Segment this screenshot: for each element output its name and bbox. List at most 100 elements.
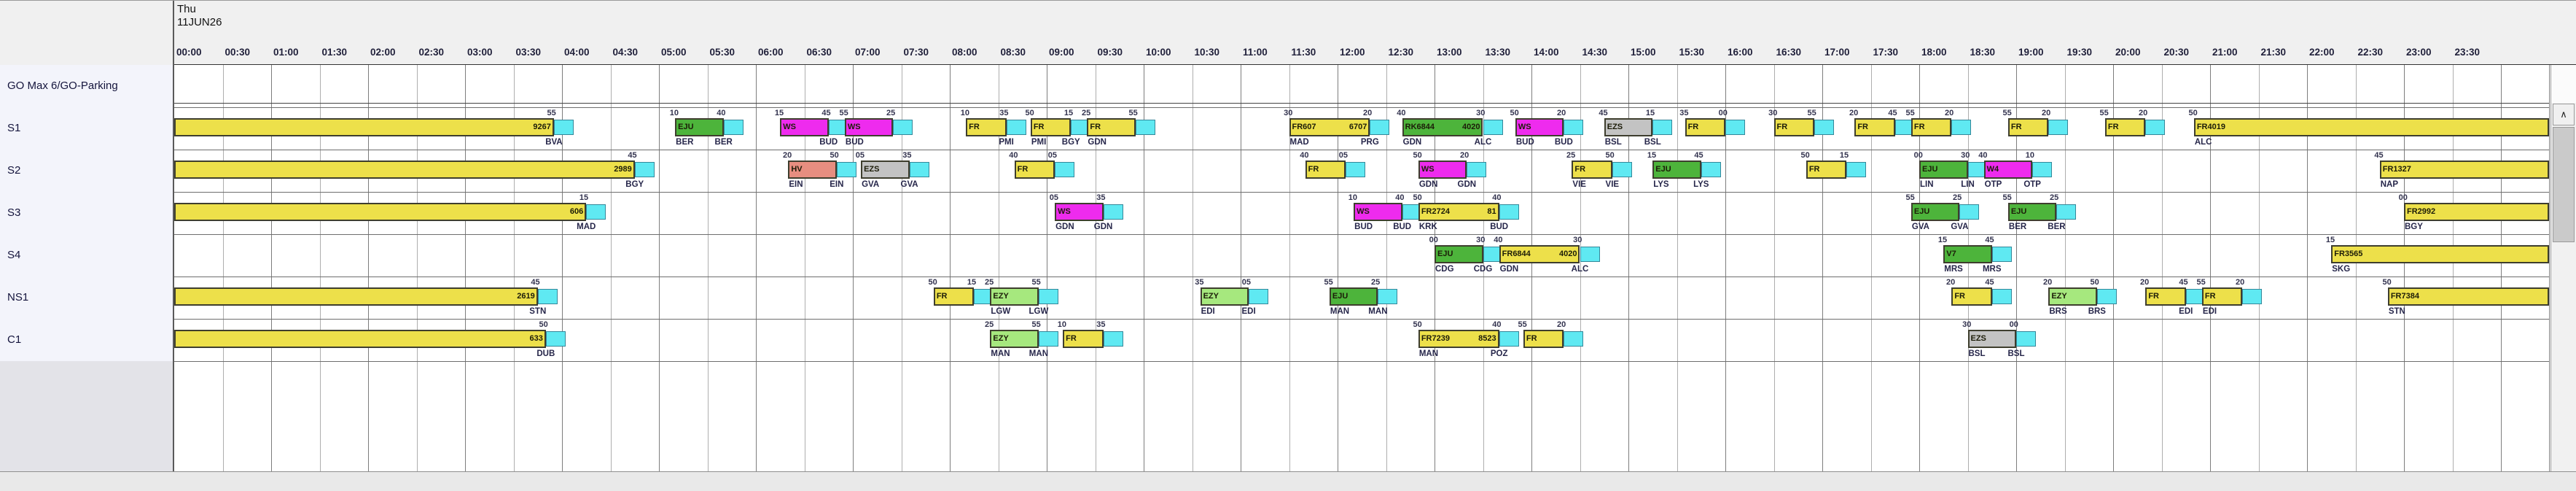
flight-bar[interactable]	[780, 118, 829, 136]
flight-bar[interactable]	[174, 287, 538, 306]
turnaround-buffer[interactable]	[1103, 331, 1123, 347]
turnaround-buffer[interactable]	[1991, 247, 2012, 262]
turnaround-buffer[interactable]	[1580, 247, 1600, 262]
turnaround-buffer[interactable]	[1055, 162, 1075, 177]
flight-bar[interactable]	[1055, 203, 1104, 221]
turnaround-buffer[interactable]	[1564, 331, 1584, 347]
flight-bar[interactable]	[990, 330, 1039, 348]
flight-bar[interactable]	[1030, 118, 1072, 136]
turnaround-buffer[interactable]	[545, 331, 566, 347]
vertical-scrollbar[interactable]	[2550, 65, 2576, 471]
row-label-s2[interactable]: S2	[7, 164, 21, 177]
flight-bar[interactable]	[174, 161, 635, 179]
turnaround-buffer[interactable]	[723, 120, 743, 135]
turnaround-buffer[interactable]	[1135, 120, 1155, 135]
flight-bar[interactable]	[2387, 287, 2549, 306]
flight-bar[interactable]	[174, 118, 554, 136]
flight-bar[interactable]	[966, 118, 1007, 136]
flight-bar[interactable]	[675, 118, 724, 136]
flight-bar[interactable]	[861, 161, 910, 179]
flight-bar[interactable]	[1200, 287, 1249, 306]
turnaround-buffer[interactable]	[2032, 162, 2053, 177]
turnaround-buffer[interactable]	[836, 162, 856, 177]
turnaround-buffer[interactable]	[1378, 289, 1398, 304]
turnaround-buffer[interactable]	[2016, 331, 2036, 347]
turnaround-buffer[interactable]	[1467, 162, 1487, 177]
turnaround-buffer[interactable]	[586, 204, 606, 220]
flight-bar[interactable]	[1329, 287, 1378, 306]
flight-bar[interactable]	[1063, 330, 1104, 348]
flight-bar[interactable]	[2007, 118, 2049, 136]
flight-bar[interactable]	[1014, 161, 1055, 179]
flight-bar[interactable]	[1418, 330, 1499, 348]
turnaround-buffer[interactable]	[893, 120, 913, 135]
flight-bar[interactable]	[1418, 203, 1499, 221]
scroll-up-button[interactable]: ∧	[2553, 104, 2575, 125]
turnaround-buffer[interactable]	[1612, 162, 1632, 177]
scrollbar-thumb[interactable]	[2553, 127, 2575, 242]
turnaround-buffer[interactable]	[1725, 120, 1745, 135]
row-label-go-max-6-go-parking[interactable]: GO Max 6/GO-Parking	[7, 80, 118, 92]
flight-bar[interactable]	[2404, 203, 2549, 221]
flight-bar[interactable]	[844, 118, 894, 136]
turnaround-buffer[interactable]	[2056, 204, 2077, 220]
turnaround-buffer[interactable]	[1846, 162, 1867, 177]
flight-bar[interactable]	[990, 287, 1039, 306]
flight-bar[interactable]	[1773, 118, 1814, 136]
flight-bar[interactable]	[1943, 245, 1992, 263]
turnaround-buffer[interactable]	[634, 162, 655, 177]
flight-bar[interactable]	[1910, 203, 1960, 221]
flight-bar[interactable]	[1572, 161, 1612, 179]
turnaround-buffer[interactable]	[1499, 204, 1519, 220]
flight-bar[interactable]	[2048, 287, 2097, 306]
flight-bar[interactable]	[1685, 118, 1725, 136]
turnaround-buffer[interactable]	[1564, 120, 1584, 135]
turnaround-buffer[interactable]	[1370, 120, 1390, 135]
turnaround-buffer[interactable]	[1483, 120, 1503, 135]
turnaround-buffer[interactable]	[1038, 331, 1058, 347]
row-label-ns1[interactable]: NS1	[7, 291, 29, 304]
flight-bar[interactable]	[1983, 161, 2033, 179]
flight-bar[interactable]	[1806, 161, 1847, 179]
flight-bar[interactable]	[1967, 330, 2016, 348]
turnaround-buffer[interactable]	[1652, 120, 1673, 135]
turnaround-buffer[interactable]	[1959, 204, 1980, 220]
flight-bar[interactable]	[174, 203, 587, 221]
flight-bar[interactable]	[2331, 245, 2549, 263]
flight-bar[interactable]	[1604, 118, 1653, 136]
turnaround-buffer[interactable]	[1951, 120, 1972, 135]
turnaround-buffer[interactable]	[1006, 120, 1026, 135]
turnaround-buffer[interactable]	[2096, 289, 2117, 304]
flight-bar[interactable]	[788, 161, 837, 179]
flight-bar[interactable]	[2379, 161, 2549, 179]
flight-bar[interactable]	[933, 287, 975, 306]
flight-bar[interactable]	[1910, 118, 1952, 136]
flight-bar[interactable]	[1951, 287, 1992, 306]
turnaround-buffer[interactable]	[2242, 289, 2263, 304]
flight-bar[interactable]	[1854, 118, 1895, 136]
turnaround-buffer[interactable]	[1814, 120, 1834, 135]
flight-bar[interactable]	[1523, 330, 1564, 348]
turnaround-buffer[interactable]	[1249, 289, 1269, 304]
flight-bar[interactable]	[2201, 287, 2243, 306]
row-label-s4[interactable]: S4	[7, 249, 21, 261]
row-label-s3[interactable]: S3	[7, 206, 21, 219]
flight-bar[interactable]	[1305, 161, 1346, 179]
flight-bar[interactable]	[1418, 161, 1467, 179]
flight-bar[interactable]	[1515, 118, 1564, 136]
turnaround-buffer[interactable]	[1701, 162, 1721, 177]
flight-bar[interactable]	[1499, 245, 1580, 263]
turnaround-buffer[interactable]	[1103, 204, 1123, 220]
flight-bar[interactable]	[1289, 118, 1370, 136]
flight-bar[interactable]	[2193, 118, 2549, 136]
flight-bar[interactable]	[1435, 245, 1483, 263]
turnaround-buffer[interactable]	[553, 120, 574, 135]
turnaround-buffer[interactable]	[909, 162, 929, 177]
row-label-s1[interactable]: S1	[7, 122, 21, 134]
flight-bar[interactable]	[2145, 287, 2186, 306]
turnaround-buffer[interactable]	[1038, 289, 1058, 304]
row-label-c1[interactable]: C1	[7, 333, 22, 346]
flight-bar[interactable]	[1919, 161, 1968, 179]
flight-bar[interactable]	[174, 330, 546, 348]
flight-bar[interactable]	[1402, 118, 1483, 136]
